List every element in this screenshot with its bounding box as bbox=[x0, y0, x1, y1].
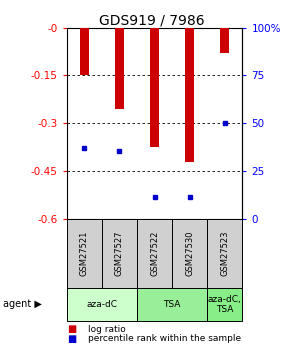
Bar bbox=[185, 28, 194, 161]
Text: GSM27530: GSM27530 bbox=[185, 231, 194, 276]
Text: agent ▶: agent ▶ bbox=[3, 299, 42, 309]
Bar bbox=[150, 28, 159, 147]
Bar bbox=[80, 28, 88, 76]
Text: GSM27521: GSM27521 bbox=[80, 231, 89, 276]
Text: aza-dC,
TSA: aza-dC, TSA bbox=[208, 295, 242, 314]
Bar bbox=[221, 28, 229, 53]
Text: TSA: TSA bbox=[163, 300, 181, 309]
Text: GSM27522: GSM27522 bbox=[150, 231, 159, 276]
Bar bbox=[115, 28, 124, 109]
Text: GDS919 / 7986: GDS919 / 7986 bbox=[99, 13, 204, 27]
Text: ■: ■ bbox=[67, 325, 76, 334]
Text: aza-dC: aza-dC bbox=[86, 300, 117, 309]
Text: log ratio: log ratio bbox=[88, 325, 126, 334]
Text: ■: ■ bbox=[67, 334, 76, 344]
Text: GSM27523: GSM27523 bbox=[220, 231, 229, 276]
Text: percentile rank within the sample: percentile rank within the sample bbox=[88, 334, 241, 343]
Text: GSM27527: GSM27527 bbox=[115, 231, 124, 276]
